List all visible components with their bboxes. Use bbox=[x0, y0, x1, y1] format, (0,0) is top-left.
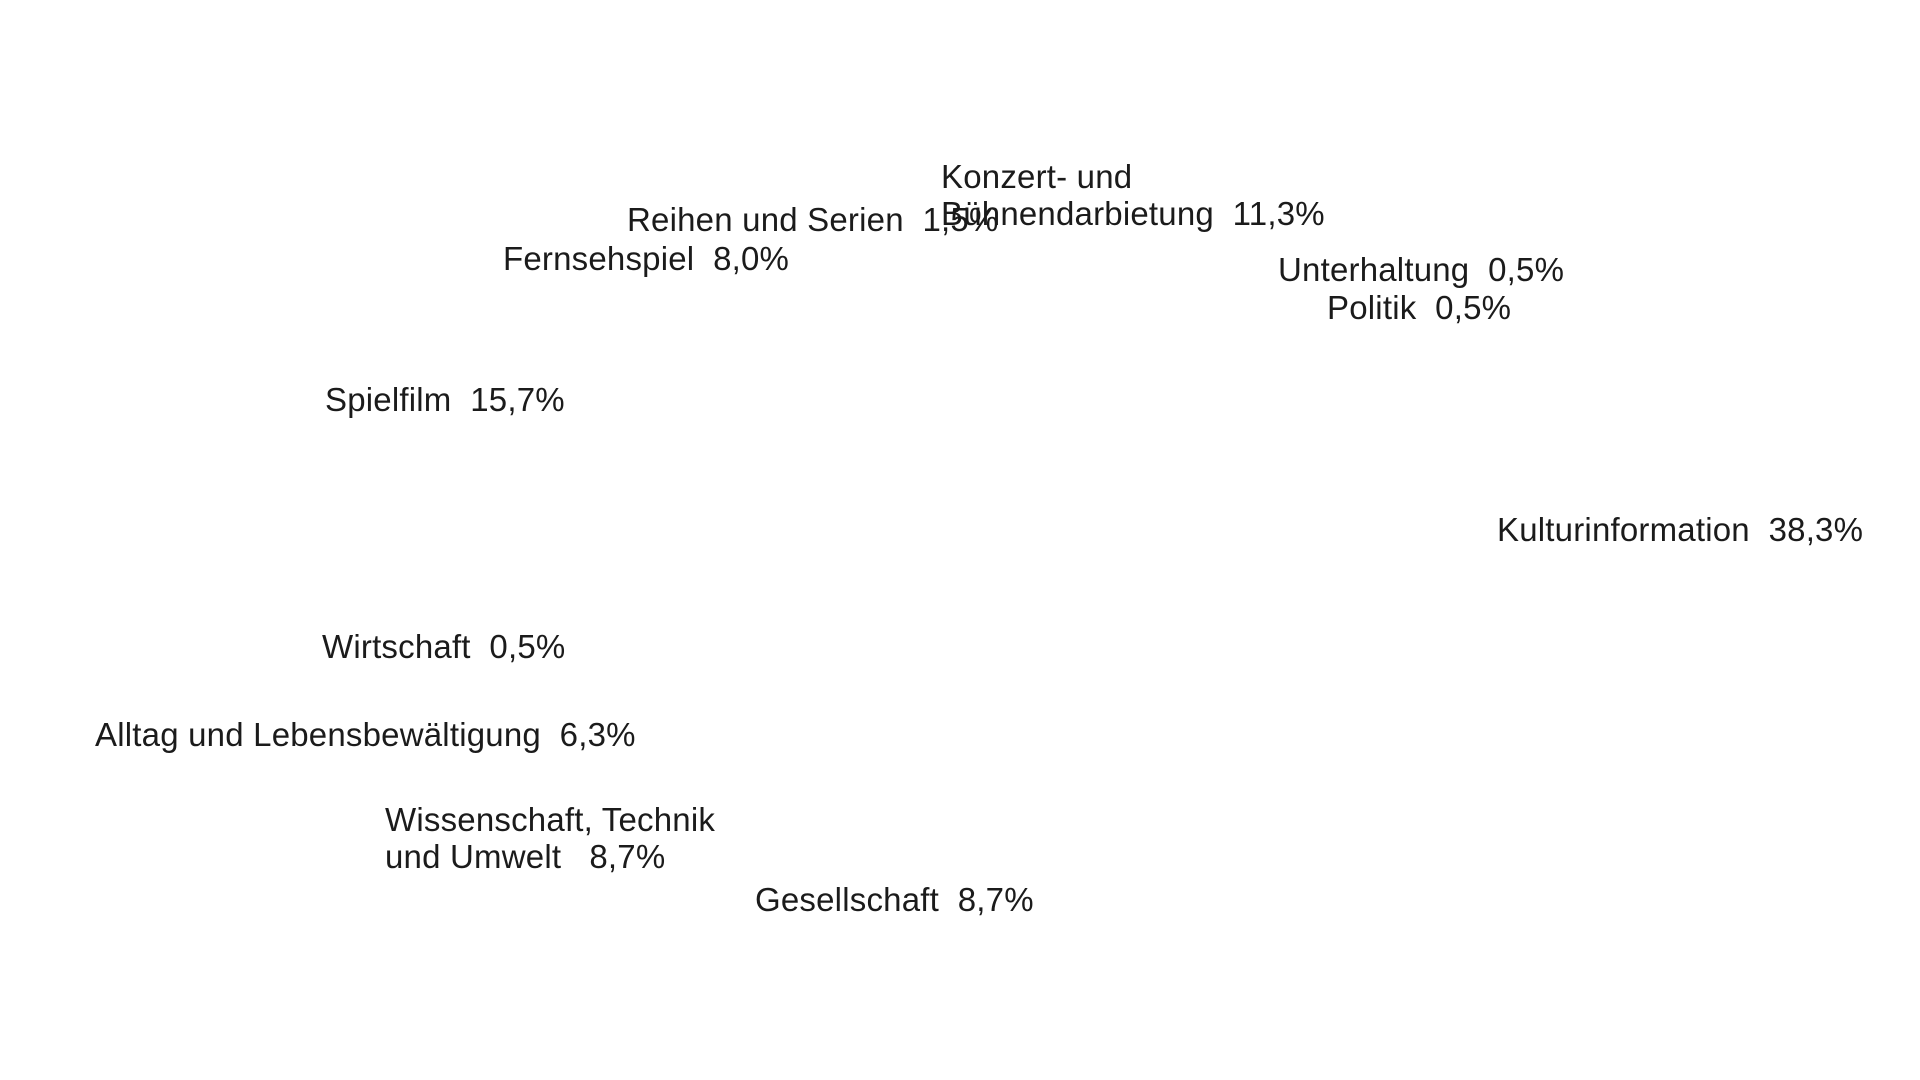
slice-label-politik: Politik 0,5% bbox=[1327, 289, 1511, 326]
slice-label-reihen: Reihen und Serien 1,5% bbox=[627, 201, 999, 238]
slice-label-alltag: Alltag und Lebensbewältigung 6,3% bbox=[95, 716, 636, 753]
slice-label-line: Gesellschaft 8,7% bbox=[755, 881, 1034, 918]
slice-label-line: und Umwelt 8,7% bbox=[385, 838, 666, 875]
slice-label-line: Fernsehspiel 8,0% bbox=[503, 240, 790, 277]
slice-label-line: Kulturinformation 38,3% bbox=[1497, 511, 1864, 548]
slice-label-fernsehspiel: Fernsehspiel 8,0% bbox=[503, 240, 789, 277]
slice-label-line: Wirtschaft 0,5% bbox=[322, 628, 566, 665]
slice-label-line: Reihen und Serien 1,5% bbox=[627, 201, 999, 238]
slice-label-line: Spielfilm 15,7% bbox=[325, 381, 565, 418]
slice-label-unterhaltung: Unterhaltung 0,5% bbox=[1278, 251, 1564, 288]
slice-label-wissenschaft: Wissenschaft, Technik und Umwelt 8,7% bbox=[385, 801, 715, 875]
slice-label-line: Unterhaltung 0,5% bbox=[1278, 251, 1565, 288]
slice-label-line: Konzert- und bbox=[941, 158, 1133, 195]
slice-label-line: Wissenschaft, Technik bbox=[385, 801, 716, 838]
slice-label-konzert: Konzert- und Bühnendarbietung 11,3% bbox=[941, 158, 1325, 232]
slice-label-wirtschaft: Wirtschaft 0,5% bbox=[322, 628, 565, 665]
slice-label-line: Alltag und Lebensbewältigung 6,3% bbox=[95, 716, 636, 753]
slice-label-line: Politik 0,5% bbox=[1327, 289, 1512, 326]
slice-label-spielfilm: Spielfilm 15,7% bbox=[325, 381, 565, 418]
slice-label-kulturinformation: Kulturinformation 38,3% bbox=[1497, 511, 1863, 548]
slice-label-gesellschaft: Gesellschaft 8,7% bbox=[755, 881, 1034, 918]
slice-label-line: Bühnendarbietung 11,3% bbox=[941, 195, 1325, 232]
